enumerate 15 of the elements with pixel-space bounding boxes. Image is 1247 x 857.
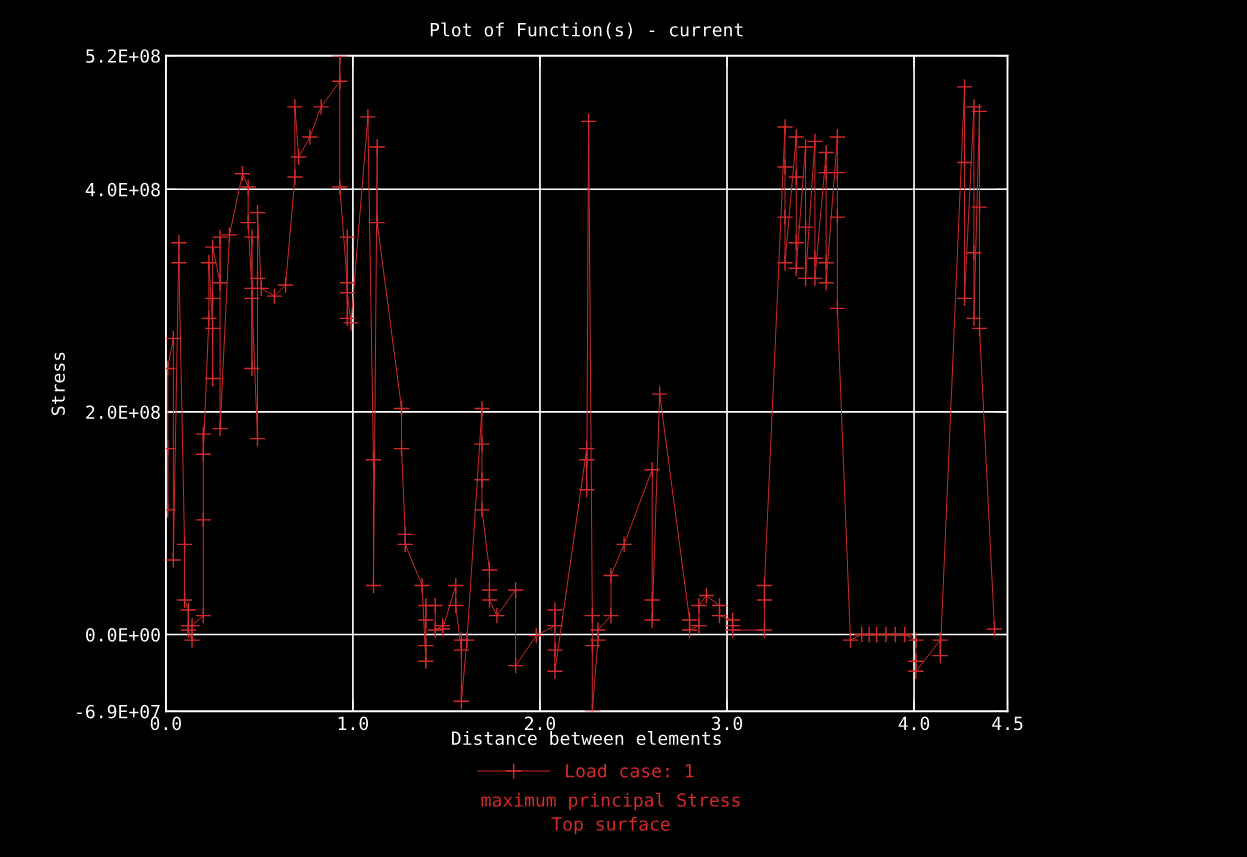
x-tick-label: 4.5	[992, 716, 1023, 731]
x-axis-title: Distance between elements	[452, 730, 721, 746]
x-tick-label: 3.0	[711, 716, 743, 731]
y-tick-label: 2.0E+08	[86, 405, 160, 420]
legend-label: Load case: 1	[566, 763, 694, 778]
text: Top surface	[551, 816, 670, 835]
y-tick-label: 0.0E+00	[86, 628, 160, 642]
x-tick-label: 4.0	[898, 716, 930, 731]
x-tick-label: 2.0	[524, 716, 556, 731]
y-tick-label: 4.0E+08	[85, 182, 160, 197]
y-axis-title: Stress	[51, 352, 65, 415]
chart-title: Plot of Function(s) - current	[430, 22, 743, 39]
text: maximum principal Stress	[481, 792, 740, 811]
y-tick-label: 5.2E+08	[86, 49, 160, 63]
x-tick-label: 1.0	[338, 716, 369, 731]
